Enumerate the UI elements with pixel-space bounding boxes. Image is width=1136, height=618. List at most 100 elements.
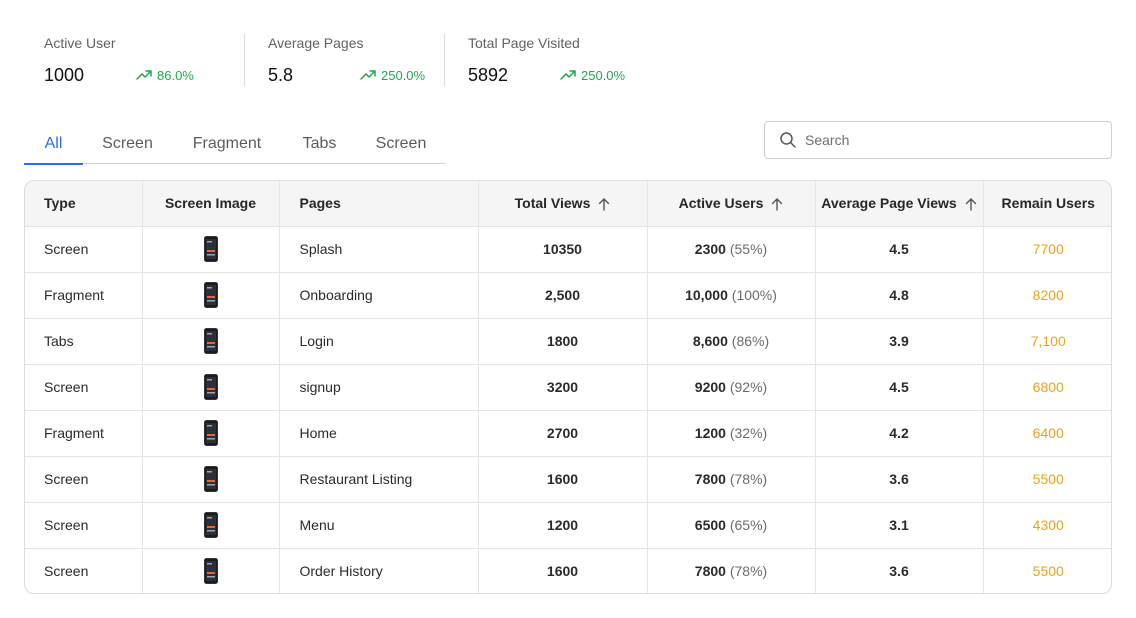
cell-page: Home bbox=[278, 410, 478, 457]
header-pages: Pages bbox=[278, 181, 478, 227]
stat-total-page-visited: Total Page Visited 5892 250.0% bbox=[444, 34, 644, 86]
trending-up-icon bbox=[560, 70, 576, 80]
trending-up-icon bbox=[360, 70, 376, 80]
cell-type: Screen bbox=[25, 226, 142, 273]
table-header-row: Type Screen Image Pages Total Views Acti… bbox=[25, 181, 1111, 227]
cell-total-views: 2,500 bbox=[477, 272, 647, 319]
stat-label: Active User bbox=[44, 35, 116, 51]
cell-active-users: 7800 (78%) bbox=[646, 548, 815, 593]
cell-page: Splash bbox=[278, 226, 478, 273]
phone-screen-icon bbox=[203, 512, 218, 538]
cell-remain-users: 4300 bbox=[982, 502, 1111, 549]
cell-total-views: 1200 bbox=[477, 502, 647, 549]
cell-screen-image bbox=[141, 272, 279, 319]
table-row[interactable]: Tabs Login 1800 8,600 (86%) 3.9 7,100 bbox=[25, 318, 1111, 365]
cell-total-views: 2700 bbox=[477, 410, 647, 457]
cell-type: Fragment bbox=[25, 272, 142, 319]
tab-tabs[interactable]: Tabs bbox=[302, 135, 337, 152]
arrow-up-icon[interactable] bbox=[965, 197, 977, 212]
pages-table: Type Screen Image Pages Total Views Acti… bbox=[24, 180, 1112, 594]
cell-average-page-views: 3.6 bbox=[814, 456, 983, 503]
cell-type: Screen bbox=[25, 364, 142, 411]
phone-screen-icon bbox=[203, 282, 218, 308]
cell-remain-users: 7700 bbox=[982, 226, 1111, 273]
stat-trend: 250.0% bbox=[560, 68, 625, 83]
phone-screen-icon bbox=[203, 558, 218, 585]
cell-remain-users: 7,100 bbox=[982, 318, 1111, 365]
cell-remain-users: 6800 bbox=[982, 364, 1111, 411]
active-users-value: 10,000 bbox=[685, 287, 728, 303]
stat-trend-value: 86.0% bbox=[157, 67, 194, 83]
cell-total-views: 3200 bbox=[477, 364, 647, 411]
table-row[interactable]: Screen Restaurant Listing 1600 7800 (78%) 3.… bbox=[25, 456, 1111, 503]
table-row[interactable]: Screen Splash 10350 2300 (55%) 4.5 7700 bbox=[25, 226, 1111, 273]
phone-screen-icon bbox=[203, 236, 218, 262]
stat-value: 5892 bbox=[468, 65, 509, 85]
tab-screen-2[interactable]: Screen bbox=[375, 135, 427, 152]
cell-screen-image bbox=[141, 226, 279, 273]
header-active-users[interactable]: Active Users bbox=[646, 181, 815, 227]
cell-page: Login bbox=[278, 318, 478, 365]
active-users-value: 1200 bbox=[694, 425, 726, 441]
search-input[interactable] bbox=[805, 132, 1095, 148]
header-label: Active Users bbox=[678, 195, 764, 212]
cell-type: Tabs bbox=[25, 318, 142, 365]
table-row[interactable]: Screen signup 3200 9200 (92%) 4.5 6800 bbox=[25, 364, 1111, 411]
stat-value: 1000 bbox=[44, 65, 85, 85]
cell-average-page-views: 4.8 bbox=[814, 272, 983, 319]
cell-remain-users: 5500 bbox=[982, 456, 1111, 503]
table-row[interactable]: Fragment Onboarding 2,500 10,000 (100%) 4.8 8… bbox=[25, 272, 1111, 319]
phone-screen-icon bbox=[203, 374, 218, 400]
cell-screen-image bbox=[141, 410, 279, 457]
search-box[interactable] bbox=[764, 121, 1112, 159]
active-users-percent: (65%) bbox=[729, 517, 768, 533]
cell-active-users: 2300 (55%) bbox=[646, 226, 815, 273]
active-users-percent: (100%) bbox=[731, 287, 777, 303]
header-screen-image: Screen Image bbox=[141, 181, 279, 227]
table-row[interactable]: Fragment Home 2700 1200 (32%) 4.2 6400 bbox=[25, 410, 1111, 457]
active-users-percent: (55%) bbox=[729, 241, 768, 257]
cell-screen-image bbox=[141, 318, 279, 365]
active-users-value: 7800 bbox=[694, 563, 726, 580]
search-icon bbox=[780, 132, 796, 148]
stat-value: 5.8 bbox=[268, 65, 294, 85]
cell-remain-users: 8200 bbox=[982, 272, 1111, 319]
cell-screen-image bbox=[141, 456, 279, 503]
cell-average-page-views: 3.6 bbox=[814, 548, 983, 593]
stat-average-pages: Average Pages 5.8 250.0% bbox=[244, 34, 444, 86]
active-users-value: 6500 bbox=[694, 517, 726, 533]
filter-tabs: All Screen Fragment Tabs Screen bbox=[24, 124, 445, 165]
header-label: Total Views bbox=[514, 195, 591, 212]
cell-average-page-views: 4.2 bbox=[814, 410, 983, 457]
cell-remain-users: 5500 bbox=[982, 548, 1111, 593]
header-average-page-views[interactable]: Average Page Views bbox=[814, 181, 983, 227]
active-users-value: 8,600 bbox=[692, 333, 728, 349]
phone-screen-icon bbox=[203, 420, 218, 446]
stat-trend-value: 250.0% bbox=[381, 67, 426, 83]
active-users-percent: (86%) bbox=[731, 333, 770, 349]
cell-type: Screen bbox=[25, 502, 142, 549]
active-users-percent: (78%) bbox=[729, 563, 768, 580]
arrow-up-icon[interactable] bbox=[598, 197, 610, 212]
stats-bar: Active User 1000 86.0% Average Pages 5.8… bbox=[44, 34, 644, 86]
cell-average-page-views: 3.1 bbox=[814, 502, 983, 549]
tab-screen[interactable]: Screen bbox=[102, 135, 153, 152]
header-label: Average Page Views bbox=[821, 195, 957, 212]
stat-active-user: Active User 1000 86.0% bbox=[44, 34, 244, 86]
arrow-up-icon[interactable] bbox=[771, 197, 783, 212]
header-total-views[interactable]: Total Views bbox=[477, 181, 647, 227]
cell-average-page-views: 4.5 bbox=[814, 226, 983, 273]
active-users-value: 9200 bbox=[694, 379, 726, 395]
table-row[interactable]: Screen Order History 1600 7800 (78%) 3.6 5500 bbox=[25, 548, 1111, 593]
stat-label: Average Pages bbox=[268, 35, 364, 51]
active-users-percent: (78%) bbox=[729, 471, 768, 487]
active-users-value: 2300 bbox=[694, 241, 726, 257]
cell-active-users: 10,000 (100%) bbox=[646, 272, 815, 319]
table-row[interactable]: Screen Menu 1200 6500 (65%) 3.1 4300 bbox=[25, 502, 1111, 549]
tab-all[interactable]: All bbox=[24, 124, 83, 165]
tab-fragment[interactable]: Fragment bbox=[192, 135, 262, 152]
cell-page: Restaurant Listing bbox=[278, 456, 478, 503]
stat-trend: 86.0% bbox=[136, 68, 194, 83]
cell-active-users: 9200 (92%) bbox=[646, 364, 815, 411]
stat-trend-value: 250.0% bbox=[581, 67, 626, 83]
